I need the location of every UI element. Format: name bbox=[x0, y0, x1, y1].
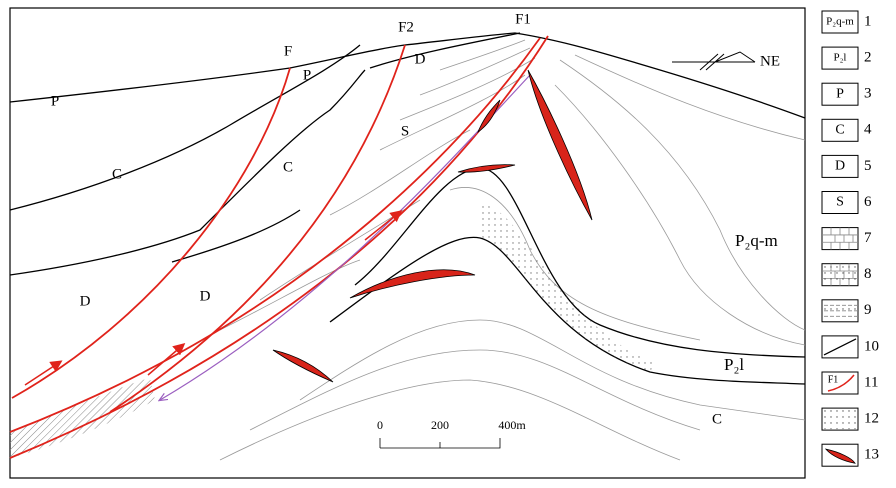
legend-symbol: D bbox=[835, 159, 845, 174]
scale-tick: 0 bbox=[377, 418, 383, 432]
legend-box bbox=[821, 118, 859, 142]
legend-symbol: C bbox=[835, 123, 844, 138]
frame bbox=[9, 7, 806, 479]
legend-box bbox=[821, 191, 859, 214]
fault-label: F bbox=[284, 43, 292, 59]
legend-number: 9 bbox=[864, 302, 872, 318]
legend-number: 8 bbox=[864, 266, 872, 282]
section-labels: P C D P C D D S P₂q-m P₂l C F F2 F1 NE bbox=[51, 11, 780, 427]
legend-line bbox=[823, 338, 857, 356]
unit-label: P bbox=[51, 93, 59, 109]
unit-label: C bbox=[712, 411, 722, 427]
legend-ore bbox=[824, 448, 856, 464]
legend-pattern bbox=[824, 265, 856, 284]
legend-pattern bbox=[823, 409, 857, 430]
ore-bodies bbox=[272, 69, 593, 383]
unit-label: D bbox=[80, 293, 91, 309]
boundaries bbox=[9, 32, 806, 385]
legend-box bbox=[821, 154, 859, 178]
orientation-arrow bbox=[699, 51, 756, 71]
legend-number: 7 bbox=[864, 230, 872, 246]
scale-bar: 0 200 400m bbox=[377, 418, 526, 449]
legend-number: 6 bbox=[864, 194, 872, 210]
legend-symbol: P₂q-m bbox=[826, 16, 854, 28]
legend-number: 10 bbox=[864, 338, 879, 354]
bedding bbox=[219, 39, 806, 461]
unit-label: P bbox=[303, 67, 311, 83]
legend-number: 2 bbox=[864, 50, 872, 66]
unit-label: C bbox=[283, 159, 293, 175]
legend-number: 13 bbox=[864, 447, 879, 463]
legend: P₂q-m 1 P₂l 2 P 3 C 4 D 5 S 6 7 8 9 10 F1 11 12 13 bbox=[821, 10, 879, 467]
orientation-label: NE bbox=[760, 53, 780, 69]
legend-box bbox=[821, 371, 859, 395]
unit-label: D bbox=[200, 288, 211, 304]
unit-label: S bbox=[401, 123, 409, 139]
unit-label: C bbox=[112, 166, 122, 182]
legend-fault bbox=[827, 374, 855, 392]
legend-symbol: P₂l bbox=[833, 52, 846, 64]
legend-number: 12 bbox=[864, 411, 879, 427]
legend-symbol: P bbox=[836, 86, 844, 101]
legend-box bbox=[821, 46, 859, 70]
legend-symbol: S bbox=[836, 195, 844, 210]
legend-pattern bbox=[824, 307, 856, 313]
legend-number: 3 bbox=[864, 86, 872, 102]
legend-number: 5 bbox=[864, 158, 872, 174]
scale-tick: 400m bbox=[498, 418, 526, 432]
legend-box bbox=[821, 10, 859, 34]
legend-number: 1 bbox=[864, 13, 872, 29]
unit-label: P₂l bbox=[724, 355, 744, 374]
legend-symbol: F1 bbox=[828, 374, 839, 385]
legend-pattern bbox=[822, 227, 858, 250]
unit-label: D bbox=[415, 51, 426, 67]
legend-number: 4 bbox=[864, 122, 872, 138]
scale-tick: 200 bbox=[431, 418, 449, 432]
unit-label: P₂q-m bbox=[735, 231, 778, 250]
fault-label: F2 bbox=[398, 19, 414, 35]
legend-box bbox=[821, 82, 859, 106]
faults bbox=[9, 35, 549, 459]
legend-number: 11 bbox=[864, 374, 878, 390]
fault-label: F1 bbox=[515, 11, 531, 27]
